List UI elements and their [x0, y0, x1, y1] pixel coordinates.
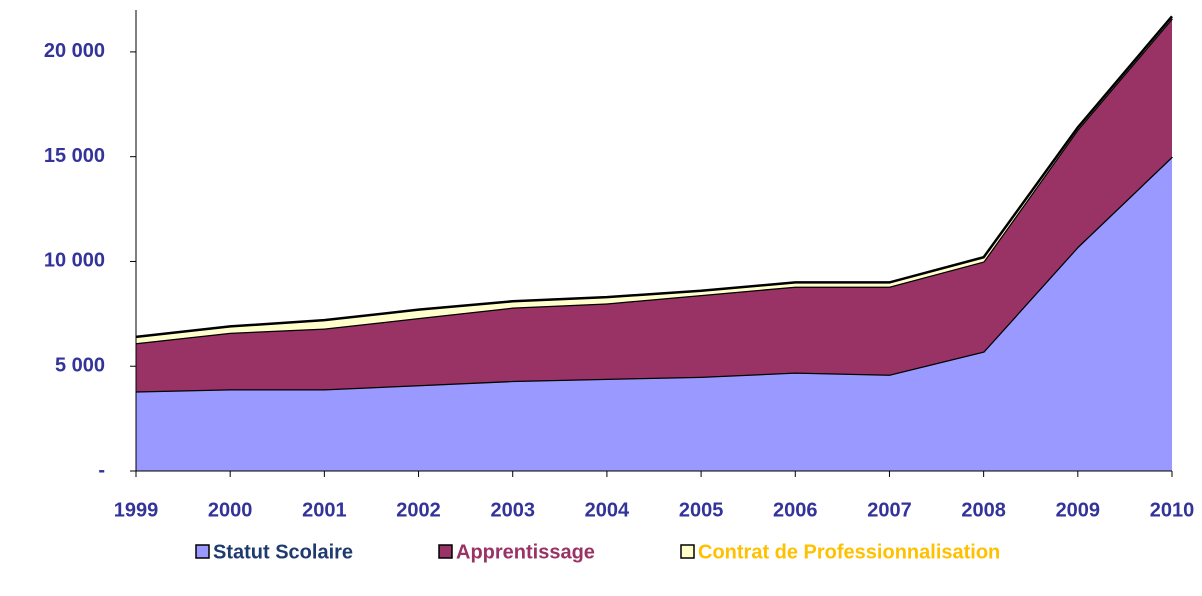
legend-label: Statut Scolaire: [213, 541, 353, 563]
x-tick-label: 2001: [302, 499, 347, 521]
area: [136, 156, 1172, 471]
x-tick-label: 2006: [773, 499, 818, 521]
y-tick-label: -: [98, 459, 105, 481]
x-tick-label: 2000: [208, 499, 253, 521]
x-tick-label: 2004: [585, 499, 630, 521]
x-tick-label: 2009: [1056, 499, 1101, 521]
x-tick-label: 2008: [961, 499, 1006, 521]
area-edge: [135, 15, 1173, 339]
area: [136, 18, 1172, 392]
y-tick-label: 15 000: [44, 145, 105, 167]
y-tick-label: 5 000: [55, 355, 105, 377]
x-tick-label: 2003: [490, 499, 535, 521]
legend-label: Apprentissage: [456, 541, 595, 563]
legend-swatch: [680, 544, 695, 559]
x-tick-label: 2007: [867, 499, 912, 521]
x-tick-label: 2010: [1150, 499, 1195, 521]
x-tick-label: 1999: [114, 499, 159, 521]
legend-swatch: [438, 544, 453, 559]
x-tick-label: 2002: [396, 499, 441, 521]
y-tick-label: 10 000: [44, 250, 105, 272]
legend-swatch: [195, 544, 210, 559]
x-tick-label: 2005: [679, 499, 724, 521]
y-tick-label: 20 000: [44, 40, 105, 62]
legend-label: Contrat de Professionnalisation: [698, 541, 1000, 563]
